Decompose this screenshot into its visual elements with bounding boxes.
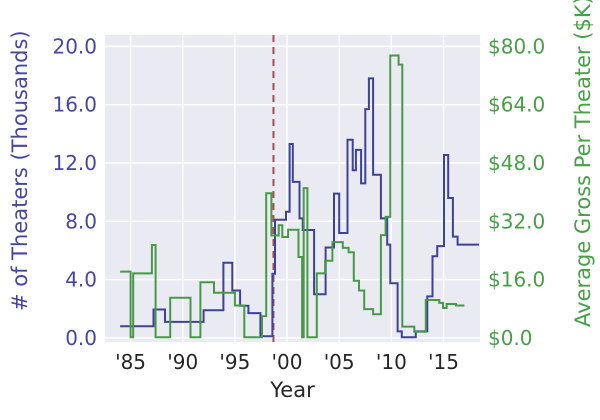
- x-axis-label: Year: [270, 378, 315, 402]
- x-tick-label: '05: [324, 350, 355, 374]
- y-axis-label-right: Average Gross Per Theater ($K): [571, 0, 595, 327]
- y-right-tick-label: $16.0: [488, 268, 545, 292]
- y-right-tick-label: $48.0: [488, 151, 545, 175]
- x-tick-label: '95: [219, 350, 250, 374]
- y-right-tick-label: $80.0: [488, 34, 545, 58]
- y-left-tick-label: 0.0: [65, 326, 97, 350]
- y-right-tick-label: $32.0: [488, 209, 545, 233]
- x-tick-label: '85: [115, 350, 146, 374]
- y-left-tick-label: 16.0: [52, 93, 97, 117]
- y-left-tick-label: 20.0: [52, 34, 97, 58]
- x-tick-label: '10: [376, 350, 407, 374]
- x-tick-label: '90: [167, 350, 198, 374]
- y-right-tick-label: $0.0: [488, 326, 533, 350]
- y-left-tick-label: 8.0: [65, 209, 97, 233]
- gross-line: [120, 54, 465, 339]
- y-left-tick-label: 12.0: [52, 151, 97, 175]
- x-tick-label: '00: [272, 350, 303, 374]
- plot-area: [105, 35, 480, 342]
- x-tick-label: '15: [428, 350, 459, 374]
- y-axis-label-left: # of Theaters (Thousands): [8, 30, 32, 311]
- theaters-line: [120, 77, 479, 339]
- y-right-tick-label: $64.0: [488, 93, 545, 117]
- y-left-tick-label: 4.0: [65, 268, 97, 292]
